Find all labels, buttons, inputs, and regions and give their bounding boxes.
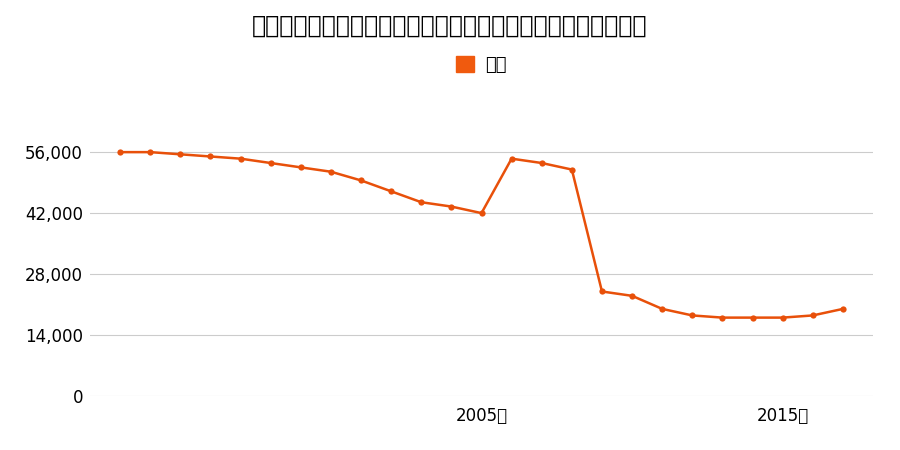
Text: 福島県いわき市常磐上湯長谷町釜ノ前１４１番１６の地価推移: 福島県いわき市常磐上湯長谷町釜ノ前１４１番１６の地価推移 xyxy=(252,14,648,37)
Legend: 価格: 価格 xyxy=(449,49,514,81)
